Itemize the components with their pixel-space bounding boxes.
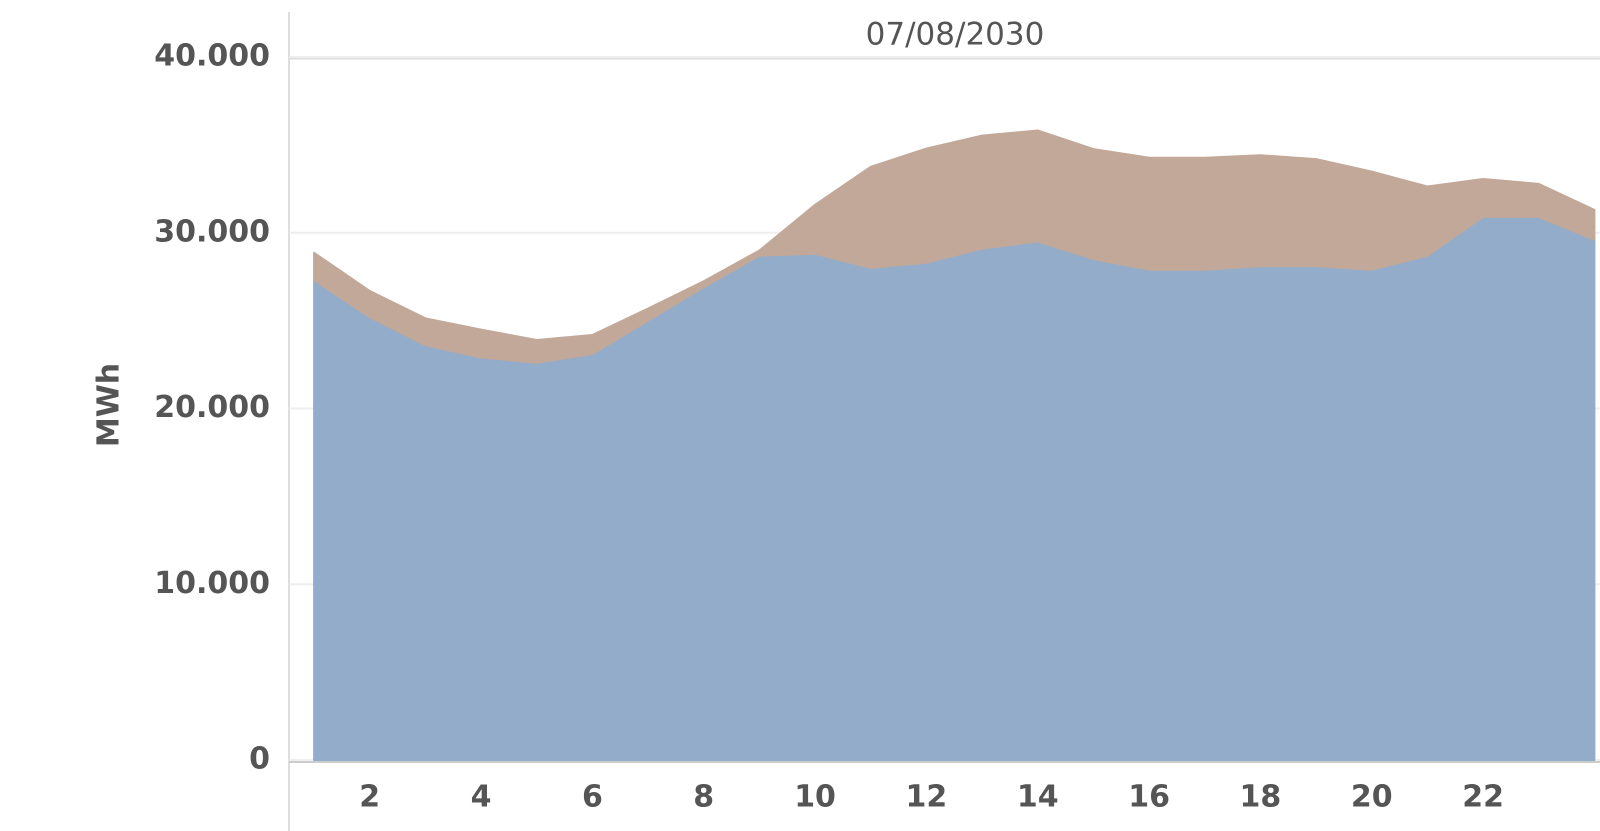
x-tick-label: 20 (1351, 780, 1393, 815)
y-tick-label: 40.000 (154, 39, 270, 74)
x-tick-label: 18 (1240, 780, 1282, 815)
area (313, 215, 1596, 761)
header: 07/08/2030 (866, 17, 1045, 53)
x-tick-label: 12 (906, 780, 948, 815)
x-tick-label: 4 (471, 780, 492, 815)
x-tick-label: 14 (1017, 780, 1059, 815)
area (313, 129, 1596, 364)
x-tick-label: 22 (1462, 780, 1504, 815)
y-tick-label: 10.000 (154, 566, 270, 601)
x-tick-label: 2 (359, 780, 380, 815)
y-tick-label: 20.000 (154, 390, 270, 425)
x-tick-label: 6 (582, 780, 603, 815)
x-tick-label: 8 (693, 780, 714, 815)
x-tick-label: 10 (794, 780, 836, 815)
y-tick-label: 30.000 (154, 214, 270, 249)
x-tick-label: 16 (1128, 780, 1170, 815)
plot-area (313, 129, 1596, 761)
y-tick-label: 0 (249, 742, 270, 777)
y-axis-label: MWh (92, 363, 127, 447)
